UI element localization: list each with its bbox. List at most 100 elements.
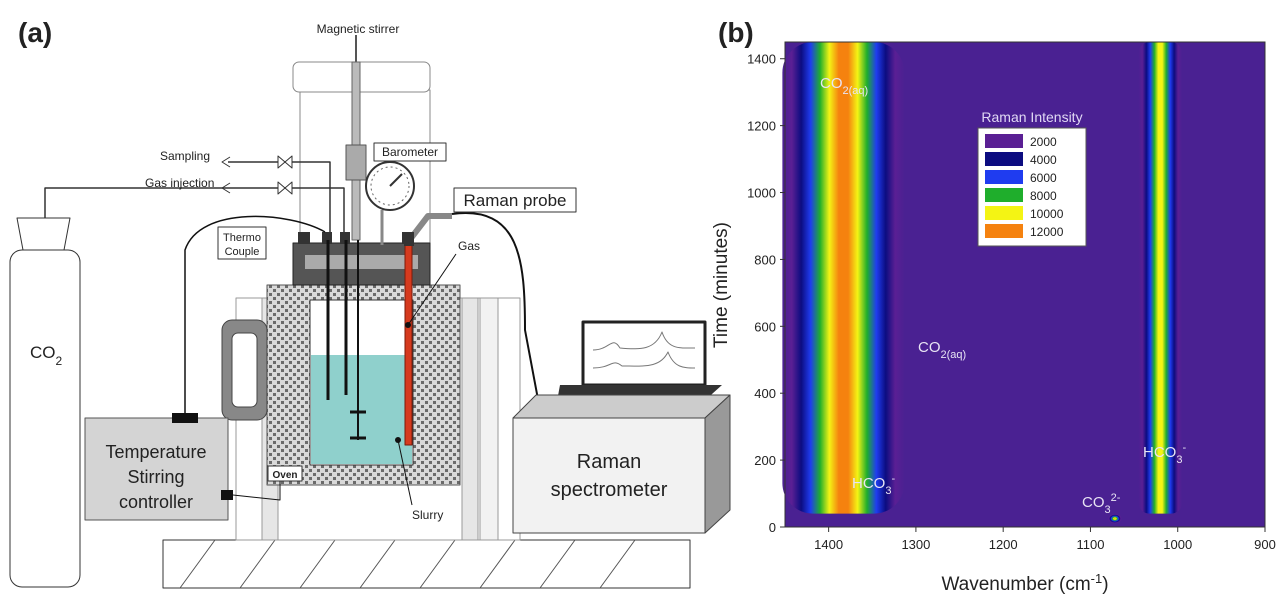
diagram-shape [373, 142, 447, 162]
diagram-label: Barometer [382, 145, 438, 159]
annotation-part: HCO [1143, 444, 1176, 461]
diagram-shape [221, 182, 231, 194]
diagram-label: Slurry [412, 508, 443, 522]
diagram-label: Raman [577, 451, 641, 473]
diagram-shape [239, 539, 276, 589]
diagram-shape [479, 539, 516, 589]
x-axis-label-part: ) [1102, 574, 1108, 595]
annotation: CO32- [1082, 492, 1121, 516]
diagram-shape [221, 156, 231, 168]
contour-chart: (b) 1400 1300 1200 1100 1000 900 0 200 400 600 800 1… [711, 17, 1276, 595]
diagram-shape [292, 61, 431, 93]
diagram-label: Oven [272, 470, 297, 481]
diagram-shape [277, 181, 293, 195]
diagram-shape [228, 161, 331, 232]
diagram-shape [451, 212, 541, 411]
diagram-label-part: 2 [56, 354, 63, 368]
legend-swatch [985, 206, 1023, 220]
diagram-shape [298, 232, 310, 244]
diagram-shape [453, 187, 577, 213]
legend-label: 10000 [1030, 207, 1064, 221]
annotation-part: 3 [885, 485, 891, 497]
diagram-shape [345, 144, 367, 181]
diagram-shape [404, 232, 414, 246]
diagram-shape [267, 465, 303, 482]
diagram-shape [512, 417, 706, 534]
diagram-shape [405, 213, 452, 244]
diagram-label: Gas [458, 239, 480, 253]
y-axis-label: Time (minutes) [711, 222, 732, 348]
diagram-shape [179, 539, 216, 589]
diagram-shape [404, 244, 413, 446]
diagram-shape [322, 232, 332, 244]
diagram-shape [179, 539, 636, 589]
diagram-shape [162, 539, 691, 589]
diagram-shape [479, 297, 499, 541]
diagram-shape [340, 232, 350, 244]
annotation-part: 3 [1176, 454, 1182, 466]
diagram-label: Stirring [127, 467, 184, 487]
diagram-label: Raman probe [463, 191, 566, 210]
diagram-shape [305, 255, 418, 269]
annotation-part: 2(aq) [843, 85, 869, 97]
legend-swatch [985, 188, 1023, 202]
diagram-label-part: CO [30, 343, 56, 362]
x-axis-label: Wavenumber (cm-1) [941, 571, 1108, 596]
y-tick-label: 0 [769, 520, 776, 535]
legend-label: 4000 [1030, 153, 1057, 167]
legend-title: Raman Intensity [981, 109, 1082, 125]
diagram-shape [395, 437, 401, 443]
legend-swatch [985, 134, 1023, 148]
intensity-spot [1107, 513, 1122, 524]
diagram-shape [184, 215, 326, 420]
diagram-shape [461, 297, 479, 541]
annotation-part: 3 [1105, 504, 1111, 516]
annotation: CO2(aq) [820, 75, 868, 97]
diagram-label: Temperature [105, 442, 206, 462]
x-axis-label-part: -1 [1091, 571, 1103, 586]
annotation: HCO3- [1143, 442, 1186, 466]
diagram-label: controller [119, 492, 193, 512]
annotation: CO2(aq) [918, 339, 966, 361]
diagram-shape [405, 322, 411, 328]
diagram-shape [231, 332, 258, 408]
diagram-shape [277, 155, 293, 169]
x-axis-label-part: Wavenumber (cm [941, 574, 1090, 595]
diagram-shape [581, 320, 707, 387]
annotation-part: - [891, 473, 895, 485]
intensity-band [782, 42, 905, 514]
x-tick-label: 1200 [989, 537, 1018, 552]
legend-label: 2000 [1030, 135, 1057, 149]
annotation-part: CO [918, 339, 941, 356]
diagram-shape [217, 226, 267, 260]
diagram-shape [16, 217, 71, 251]
diagram-shape [311, 355, 412, 464]
diagram-shape [389, 173, 403, 187]
panel-label: (b) [718, 17, 754, 48]
diagram-shape [704, 394, 731, 534]
legend-label: 8000 [1030, 189, 1057, 203]
diagram-shape [9, 249, 81, 588]
diagram-shape [407, 253, 457, 326]
diagram-shape [592, 331, 696, 351]
legend-label: 6000 [1030, 171, 1057, 185]
y-tick-label: 200 [754, 453, 776, 468]
x-tick-label: 900 [1254, 537, 1276, 552]
diagram-label: (a) [18, 17, 52, 48]
legend-swatch [985, 224, 1023, 238]
legend-label: 12000 [1030, 225, 1064, 239]
diagram-shape [44, 187, 345, 232]
apparatus-diagram: (a) Magnetic stirrer Sampling Gas injection… [9, 17, 731, 589]
diagram-shape [397, 439, 413, 506]
annotation-part: - [1182, 442, 1186, 454]
diagram-label: spectrometer [551, 479, 668, 501]
legend-swatch [985, 152, 1023, 166]
x-tick-label: 1100 [1076, 537, 1104, 552]
diagram-shape [359, 539, 396, 589]
diagram-label: Thermo [223, 232, 261, 244]
diagram-shape [599, 539, 636, 589]
x-tick-label: 1400 [814, 537, 843, 552]
diagram-shape [172, 413, 198, 423]
legend-swatch [985, 170, 1023, 184]
